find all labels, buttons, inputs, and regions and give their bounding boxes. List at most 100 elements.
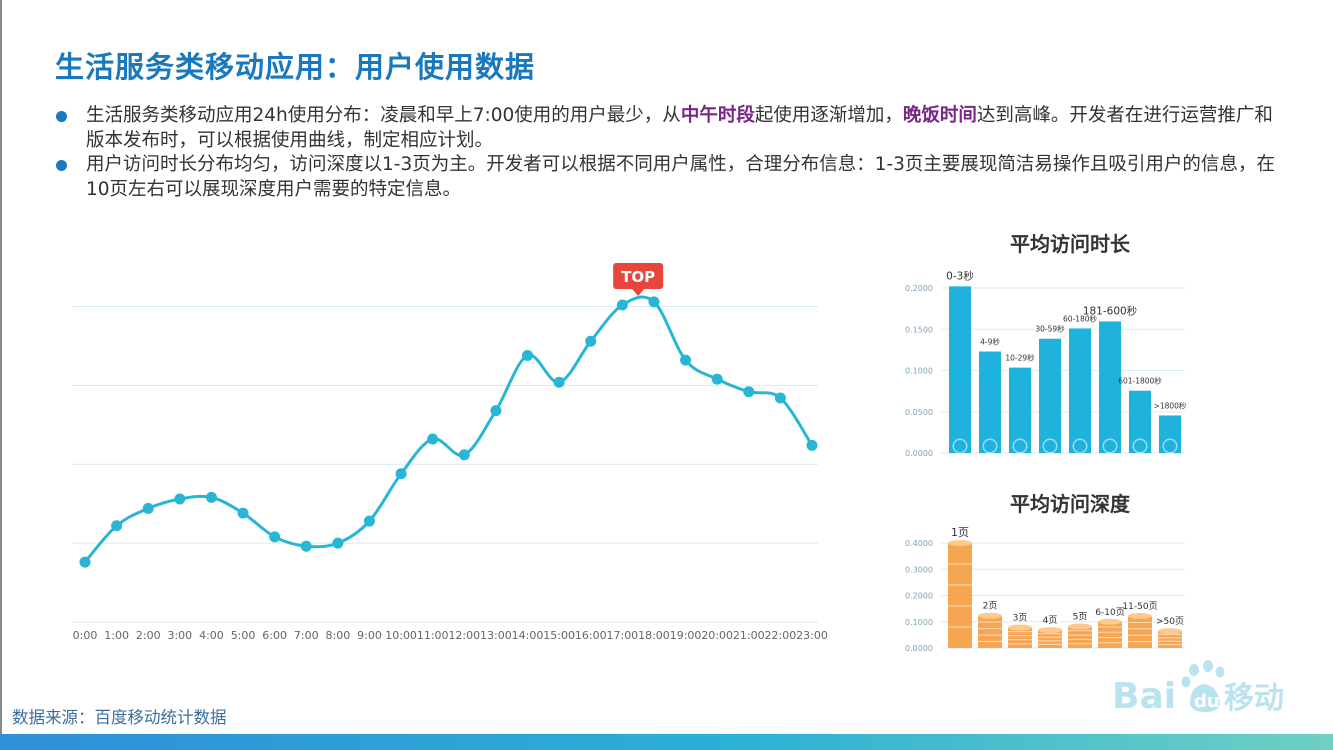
x-tick-label: 21:00 [733, 629, 765, 642]
y-tick-label: 0.4000 [905, 539, 933, 548]
depth-chart-title: 平均访问深度 [1010, 492, 1130, 516]
bullet-text: 达到高峰。开发者在进行运营推广和版本发布时，可以根据使用曲线，制定相应计划。 [86, 105, 1273, 151]
bullet-text: 生活服务类移动应用24h使用分布：凌晨和早上7:00使用的用户最少，从 [86, 105, 681, 126]
bar-cap [948, 540, 972, 546]
data-point [648, 296, 660, 308]
usage-line-chart: 0:00 1:00 2:00 3:00 4:00 5:00 6:00 7:00 8:00 9:00… [72, 263, 828, 642]
data-point [427, 433, 439, 445]
clock-icon-face [1134, 440, 1146, 452]
data-point [174, 493, 186, 505]
bar-category-label: 181-600秒 [1083, 304, 1138, 317]
data-point [332, 537, 344, 549]
bullet-item-2: 用户访问时长分布均匀，访问深度以1-3页为主。开发者可以根据不同用户属性，合理分… [56, 153, 1276, 202]
bar-category-label: >50页 [1156, 616, 1184, 627]
bar [978, 615, 1002, 648]
data-point [79, 556, 91, 568]
x-tick-label: 18:00 [638, 629, 670, 642]
svg-text:du: du [1194, 691, 1220, 712]
bar [1158, 631, 1182, 648]
highlight-text: 晚饭时间 [902, 105, 977, 126]
svg-text:Bai: Bai [1112, 676, 1176, 717]
data-point [300, 540, 312, 552]
bar [1069, 328, 1091, 453]
data-point [680, 354, 692, 366]
bar [1098, 621, 1122, 648]
depth-bar-chart: 0.4000 0.3000 0.2000 0.1000 0.0000 1页 2页 3页 4页 5页… [905, 526, 1185, 653]
bar [949, 286, 971, 453]
bullet-dot-icon [56, 160, 67, 171]
data-point [711, 373, 723, 385]
svg-text:移动: 移动 [1224, 681, 1284, 716]
y-tick-label: 0.0000 [905, 644, 933, 653]
x-tick-label: 16:00 [575, 629, 607, 642]
bar-cap [1098, 618, 1122, 625]
clock-icon-face [1014, 440, 1026, 452]
bar-category-label: >1800秒 [1154, 400, 1187, 410]
bar-category-label: 60-180秒 [1063, 313, 1098, 323]
bar-category-label: 2页 [983, 601, 998, 612]
clock-icon-face [1104, 440, 1116, 452]
x-tick-label: 2:00 [136, 629, 161, 642]
data-point [205, 491, 217, 503]
data-point [806, 439, 818, 451]
y-tick-label: 0.2000 [905, 284, 933, 293]
bar-category-label: 5页 [1073, 611, 1088, 622]
slide-left-border [0, 0, 2, 750]
x-tick-label: 6:00 [262, 629, 287, 642]
data-point [237, 507, 249, 519]
x-tick-label: 20:00 [701, 629, 733, 642]
data-point [490, 405, 502, 417]
bottom-color-bar [0, 734, 1333, 750]
data-point [269, 531, 281, 543]
bar-category-label: 601-1800秒 [1118, 376, 1162, 386]
bullet-list: 生活服务类移动应用24h使用分布：凌晨和早上7:00使用的用户最少，从中午时段起… [56, 104, 1276, 202]
x-tick-label: 9:00 [357, 629, 382, 642]
data-point [553, 376, 565, 388]
bar-cap [1038, 627, 1062, 634]
x-tick-label: 15:00 [543, 629, 575, 642]
x-tick-label: 12:00 [448, 629, 480, 642]
x-tick-label: 22:00 [765, 629, 797, 642]
bar [1099, 321, 1121, 453]
bullet-dot-icon [56, 111, 67, 122]
bar [1129, 390, 1151, 453]
bar-category-label: 4-9秒 [980, 337, 1000, 347]
bar [979, 351, 1001, 453]
y-tick-label: 0.2000 [905, 592, 933, 601]
bar [948, 543, 972, 648]
bar-category-label: 0-3秒 [946, 269, 974, 282]
bar-category-label: 11-50页 [1122, 601, 1157, 612]
data-point [522, 349, 534, 361]
page-title: 生活服务类移动应用：用户使用数据 [55, 50, 536, 84]
x-tick-label: 5:00 [231, 629, 256, 642]
data-point [142, 502, 154, 514]
y-tick-label: 0.1000 [905, 367, 933, 376]
bar [1039, 338, 1061, 453]
bullet-text: 起使用逐渐增加， [754, 105, 903, 126]
data-point [585, 335, 597, 347]
x-tick-label: 10:00 [385, 629, 417, 642]
clock-icon-face [1164, 440, 1176, 452]
bar-cap [978, 612, 1002, 619]
y-tick-label: 0.3000 [905, 565, 933, 574]
x-tick-label: 14:00 [512, 629, 544, 642]
x-tick-label: 11:00 [417, 629, 449, 642]
bar-category-label: 4页 [1043, 615, 1058, 626]
baidu-logo: Bai du 移动 [1112, 660, 1284, 717]
data-point [363, 515, 375, 527]
x-tick-label: 1:00 [104, 629, 129, 642]
y-tick-label: 0.0000 [905, 449, 933, 458]
clock-icon-face [984, 440, 996, 452]
data-point [458, 449, 470, 461]
clock-icon-face [1044, 440, 1056, 452]
bar-cap [1008, 624, 1032, 631]
clock-icon-face [1074, 440, 1086, 452]
usage-series-line [83, 295, 814, 564]
y-tick-label: 0.1000 [905, 618, 933, 627]
x-tick-label: 8:00 [326, 629, 351, 642]
x-tick-label: 13:00 [480, 629, 512, 642]
x-tick-label: 4:00 [199, 629, 224, 642]
x-tick-label: 19:00 [670, 629, 702, 642]
bar-category-label: 3页 [1013, 613, 1028, 624]
bar-cap [1128, 612, 1152, 619]
